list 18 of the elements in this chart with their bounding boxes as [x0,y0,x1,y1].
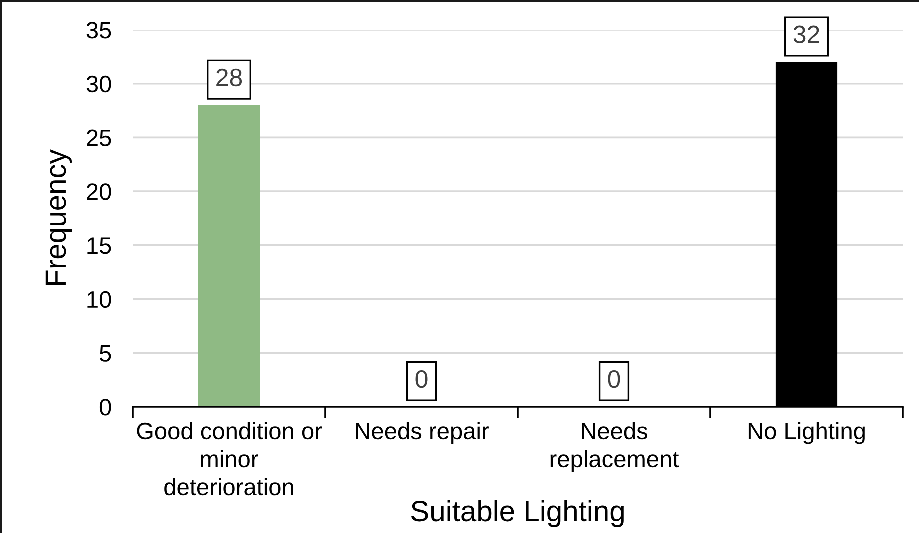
x-axis-title: Suitable Lighting [411,500,624,528]
x-tick-label: Needs repair [356,422,489,444]
y-tick-label: 35 [86,22,112,39]
y-axis-title: Frequency [46,150,72,285]
data-label: 28 [216,68,242,87]
x-tick-label: No Lighting [748,422,865,444]
y-tick-label: 15 [88,238,112,254]
y-tick-label: 25 [87,130,112,146]
y-tick-label: 0 [100,399,112,416]
data-label: 0 [608,370,620,388]
data-label: 32 [794,26,820,44]
y-tick-label: 30 [86,76,112,93]
x-tick-label: Good condition or minor deterioration [137,422,322,496]
y-tick-label: 10 [88,291,112,308]
x-tick-label: Needs replacement [550,422,680,472]
data-label: 0 [416,370,428,388]
y-tick-label: 5 [100,345,112,362]
y-tick-label: 20 [87,184,112,200]
